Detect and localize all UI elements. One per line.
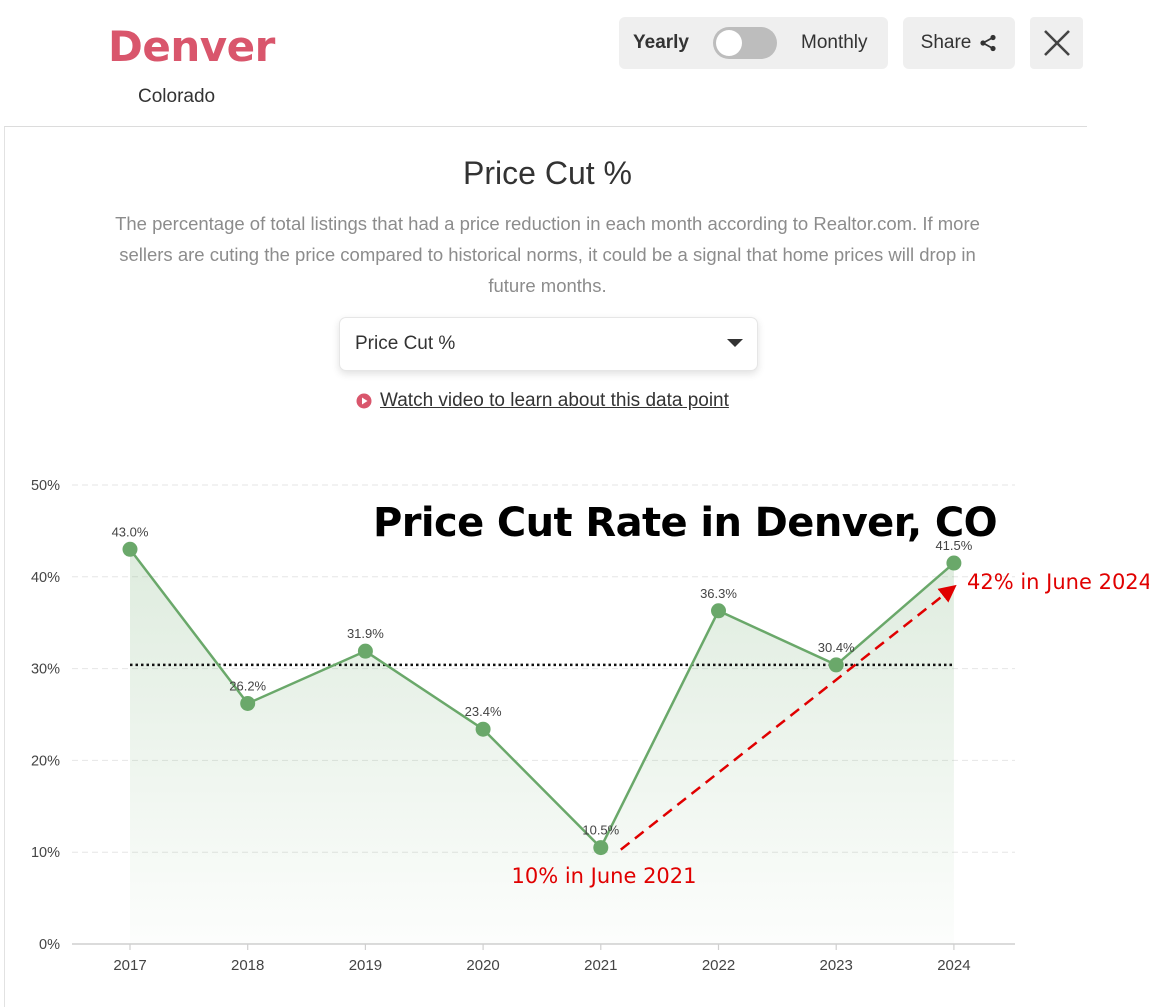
play-icon xyxy=(356,393,372,409)
share-label: Share xyxy=(920,32,972,53)
state-label: Colorado xyxy=(138,86,216,107)
toggle-yearly-label[interactable]: Yearly xyxy=(633,32,689,53)
metric-dropdown[interactable]: Price Cut % xyxy=(339,317,758,371)
dropdown-value: Price Cut % xyxy=(355,333,456,354)
toggle-switch[interactable] xyxy=(713,27,777,59)
chart-panel xyxy=(4,126,1087,1007)
section-title: Price Cut % xyxy=(463,155,632,191)
caret-down-icon xyxy=(727,339,743,347)
frequency-toggle[interactable]: Yearly Monthly xyxy=(619,17,888,69)
close-button[interactable] xyxy=(1030,17,1083,69)
close-icon xyxy=(1043,30,1070,56)
chart-title: Price Cut Rate in Denver, CO xyxy=(373,500,998,546)
toggle-knob[interactable] xyxy=(716,30,742,56)
section-description: The percentage of total listings that ha… xyxy=(115,213,980,296)
toggle-monthly-label[interactable]: Monthly xyxy=(801,32,868,53)
share-button[interactable]: Share xyxy=(903,17,1015,69)
watch-video-text[interactable]: Watch video to learn about this data poi… xyxy=(380,390,729,411)
city-title: Denver xyxy=(108,22,275,71)
share-icon xyxy=(980,34,996,52)
watch-video-link[interactable]: Watch video to learn about this data poi… xyxy=(356,390,729,412)
